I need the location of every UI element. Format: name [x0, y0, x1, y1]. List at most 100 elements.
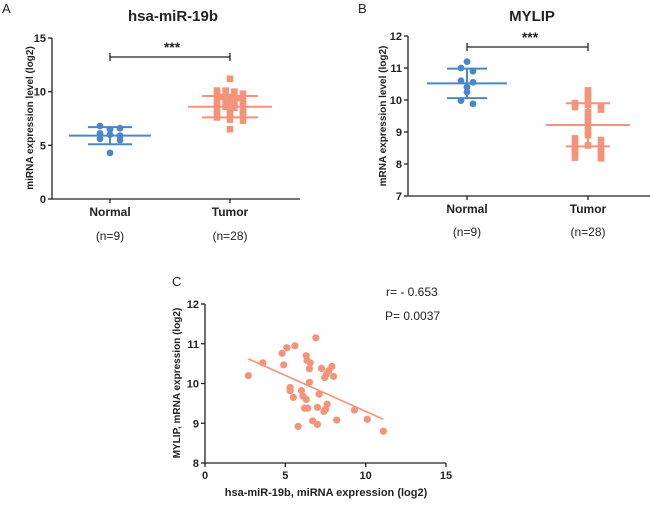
- panelC-point: [363, 415, 371, 423]
- panel-c-letter: C: [172, 274, 181, 289]
- panelC-point: [283, 344, 291, 352]
- panelA-tumor-point: [222, 99, 229, 106]
- panelC-point: [291, 342, 299, 350]
- panelC-point: [313, 403, 322, 411]
- panelA-normal-point: [96, 135, 104, 143]
- panelA-tumor-point: [222, 87, 229, 94]
- panel-c: C MYLIP, mRNA expression (log2) hsa-miR-…: [172, 274, 452, 499]
- panel-c-y-axis-label: MYLIP, mRNA expression (log2): [172, 308, 183, 459]
- panelA-tumor-point: [226, 116, 234, 123]
- panelA-tumor-point: [239, 111, 247, 119]
- panel-b-y-axis-label: mRNA expression level (log2): [378, 46, 389, 187]
- panelC-point: [323, 400, 331, 408]
- panelB-tumor-point: [597, 102, 605, 110]
- panelB-y-tick-label: 12: [390, 31, 402, 43]
- panelC-point: [305, 365, 314, 373]
- panel-a-letter: A: [2, 1, 11, 16]
- panelA-tumor-point: [231, 88, 238, 95]
- panelC-point: [312, 334, 320, 342]
- panelC-point: [286, 387, 294, 395]
- panelC-x-tick-label: 15: [440, 470, 452, 482]
- panelC-point: [280, 361, 288, 369]
- panelA-tumor-point: [213, 109, 221, 117]
- panel-a-title: hsa-miR-19b: [128, 8, 218, 25]
- panel-b: B MYLIP mRNA expression level (log2) ***…: [358, 1, 650, 239]
- panel-a-significance: ***: [164, 39, 181, 55]
- panelC-point: [278, 349, 286, 357]
- panelC-regression-line: [248, 358, 384, 421]
- panelC-point: [306, 359, 314, 367]
- panelB-y-tick-label: 11: [390, 63, 402, 75]
- panelC-y-tick-label: 10: [187, 379, 199, 391]
- panelA-y-tick-label: 0: [40, 194, 46, 206]
- panelA-y-tick-label: 15: [34, 33, 46, 45]
- panel-a-y-axis-label: miRNA expression level (log2): [25, 46, 36, 190]
- panelC-point: [328, 362, 336, 371]
- panelA-tumor-point: [239, 90, 247, 98]
- panelC-point: [302, 395, 310, 403]
- panel-b-title: MYLIP: [509, 8, 555, 25]
- panelA-tumor-point: [213, 102, 221, 109]
- panelC-y-tick-label: 8: [193, 458, 199, 470]
- panelB-tumor-point: [584, 96, 592, 104]
- panel-c-p-annotation: P= 0.0037: [385, 309, 440, 323]
- panelC-point: [315, 390, 323, 398]
- panel-c-r-annotation: r= - 0.653: [386, 285, 438, 299]
- panel-a-category-normal: Normal: [89, 205, 130, 219]
- panel-a-category-tumor: Tumor: [212, 205, 249, 219]
- panelB-tumor-point: [597, 136, 605, 144]
- panelA-tumor-point: [213, 87, 221, 94]
- panelB-y-tick-label: 8: [396, 159, 402, 171]
- panelB-tumor-point: [597, 154, 605, 162]
- panelB-tumor-point: [571, 140, 579, 148]
- panelB-tumor-point: [571, 103, 579, 111]
- panelA-normal-point: [96, 122, 104, 130]
- panelA-normal-point: [106, 149, 114, 157]
- panelA-tumor-point: [239, 117, 247, 124]
- panelA-tumor-point: [220, 93, 227, 101]
- panelA-tumor-point: [226, 125, 234, 133]
- panelC-point: [305, 378, 314, 386]
- panel-a-n-tumor: (n=28): [212, 229, 247, 243]
- panel-b-n-normal: (n=9): [453, 225, 481, 239]
- panel-b-n-tumor: (n=28): [570, 225, 605, 239]
- panelB-y-tick-label: 9: [396, 127, 402, 139]
- panelC-point: [317, 364, 326, 372]
- panelC-x-tick-label: 10: [360, 470, 372, 482]
- panelC-y-tick-label: 12: [187, 299, 199, 311]
- panelA-tumor-point: [239, 101, 247, 108]
- panelC-point: [294, 422, 302, 431]
- panel-b-category-tumor: Tumor: [570, 202, 607, 216]
- panel-b-letter: B: [358, 1, 367, 16]
- panelC-point: [297, 387, 305, 395]
- panel-a: A hsa-miR-19b miRNA expression level (lo…: [2, 1, 300, 243]
- panelC-point: [289, 393, 297, 402]
- panelC-point: [304, 404, 312, 412]
- panelA-y-tick-label: 5: [40, 140, 46, 152]
- panelC-point: [350, 406, 359, 414]
- panelB-normal-point: [469, 100, 477, 108]
- panelA-normal-point: [116, 124, 124, 132]
- panelC-point: [379, 427, 387, 435]
- panel-a-n-normal: (n=9): [96, 229, 124, 243]
- panel-b-significance: ***: [522, 29, 539, 45]
- panelA-tumor-point: [233, 94, 240, 102]
- panelA-normal-point: [116, 136, 124, 144]
- panelC-point: [244, 371, 252, 380]
- panelB-tumor-point: [571, 135, 579, 142]
- panelA-y-tick-label: 10: [34, 87, 46, 99]
- panelA-tumor-point: [231, 100, 238, 107]
- panelA-tumor-point: [226, 75, 234, 83]
- panelA-tumor-point: [213, 98, 221, 105]
- panelC-x-tick-label: 0: [202, 470, 208, 482]
- panelA-tumor-point: [239, 95, 247, 103]
- panelB-normal-point: [463, 58, 471, 65]
- panelB-y-tick-label: 7: [396, 191, 402, 203]
- panelC-y-tick-label: 11: [187, 339, 199, 351]
- panel-b-category-normal: Normal: [446, 202, 487, 216]
- panelC-point: [333, 416, 341, 424]
- panelC-x-tick-label: 5: [282, 470, 288, 482]
- panelB-tumor-point: [571, 154, 579, 161]
- panelB-tumor-point: [597, 106, 605, 113]
